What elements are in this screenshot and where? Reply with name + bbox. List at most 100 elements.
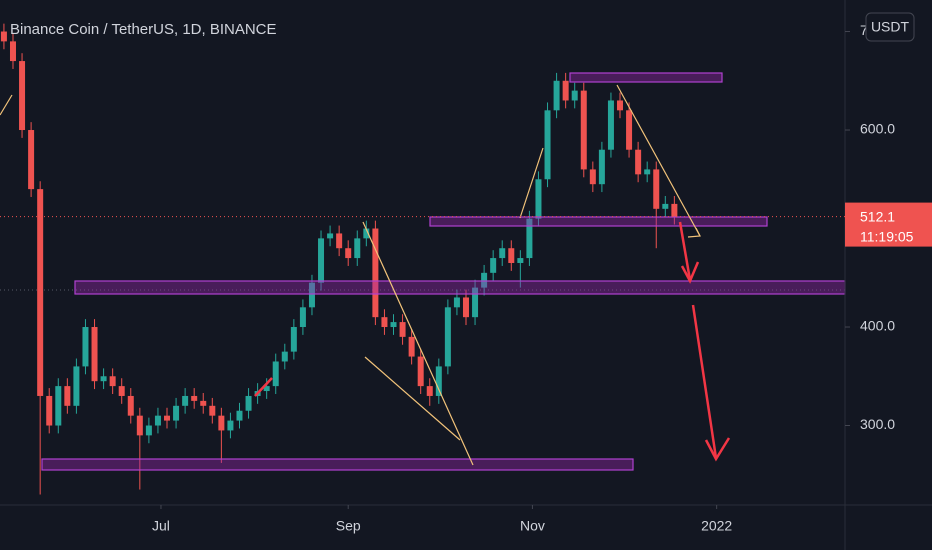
candle [562,72,569,109]
candle-body [481,272,488,288]
candle-body [390,322,397,328]
candle [399,314,406,345]
candle-body [571,90,578,101]
drawings [0,72,846,471]
candle [299,299,306,335]
candle-body [408,336,415,357]
candle-body [308,282,315,308]
countdown-label: 11:19:05 [860,228,914,244]
candle-body [607,100,614,150]
trendlines [0,84,701,466]
candle-body [553,80,560,111]
candle [0,23,7,50]
candle-body [245,395,252,411]
candle-body [82,327,89,367]
candle-body [37,189,44,396]
candle [263,378,270,399]
candle [354,230,361,266]
candle [28,122,35,197]
candle-body [327,233,334,239]
candle [426,378,433,406]
candle-body [173,405,180,421]
candle-body [191,395,198,401]
zone [429,216,768,227]
candle-body [272,361,279,387]
candle-body [453,297,460,308]
candle [408,328,415,365]
candle-body [164,415,171,421]
candle [626,102,633,158]
candle-body [200,400,207,406]
candle [272,353,279,394]
candle [227,412,234,439]
candle [372,220,379,326]
candle-body [290,327,297,352]
candle-body [263,386,270,392]
candle-body [444,307,451,367]
candle-body [9,41,16,62]
candle [462,289,469,326]
candle [617,92,624,119]
candle [100,368,107,390]
candle [417,348,424,394]
candle-body [399,322,406,337]
candle-body [435,366,442,396]
currency-label[interactable]: USDT [871,19,910,35]
candle-body [635,149,642,175]
chart-title: Binance Coin / TetherUS, 1D, BINANCE [10,21,277,38]
candle [118,378,125,404]
candle [526,210,533,266]
candle-body [372,228,379,318]
candle-body [281,351,288,362]
candle-body [73,366,80,406]
candle-body [517,258,524,263]
candle [553,72,560,119]
zone [41,458,634,471]
candle [236,402,243,429]
candle [472,279,479,326]
candle [644,161,651,183]
candle-body [381,317,388,328]
candle-body [227,420,234,431]
candle [671,196,678,225]
candle-body [626,110,633,150]
candle-body [562,80,569,101]
candle-body [118,386,125,396]
candle-body [526,218,533,259]
candle [381,309,388,335]
currency-button[interactable] [865,12,915,42]
candle-body [209,405,216,416]
candle [481,264,488,296]
candle [444,299,451,375]
candle [490,250,497,281]
candle [46,388,53,434]
candle [571,82,578,109]
candle-body [64,386,71,406]
candle [173,397,180,429]
candle [580,82,587,178]
candle [37,181,44,495]
candle-body [617,100,624,111]
last-price-label: 512.1 [860,208,895,224]
candle-body [662,203,669,209]
candle-body [127,395,134,416]
candle [635,141,642,183]
candle-body [653,169,660,209]
candle-body [462,297,469,318]
candle-body [671,203,678,217]
y-tick-label: 600.0 [860,121,895,137]
candle-body [417,356,424,387]
candle [91,319,98,390]
zone [569,72,723,83]
candle [508,240,515,271]
candle-body [145,425,152,436]
x-tick-label: Nov [520,518,545,534]
candle [154,407,161,434]
candle-body [354,238,361,259]
candle [390,314,397,335]
candle [435,358,442,404]
candle-body [28,130,35,190]
candle-body [218,415,225,431]
